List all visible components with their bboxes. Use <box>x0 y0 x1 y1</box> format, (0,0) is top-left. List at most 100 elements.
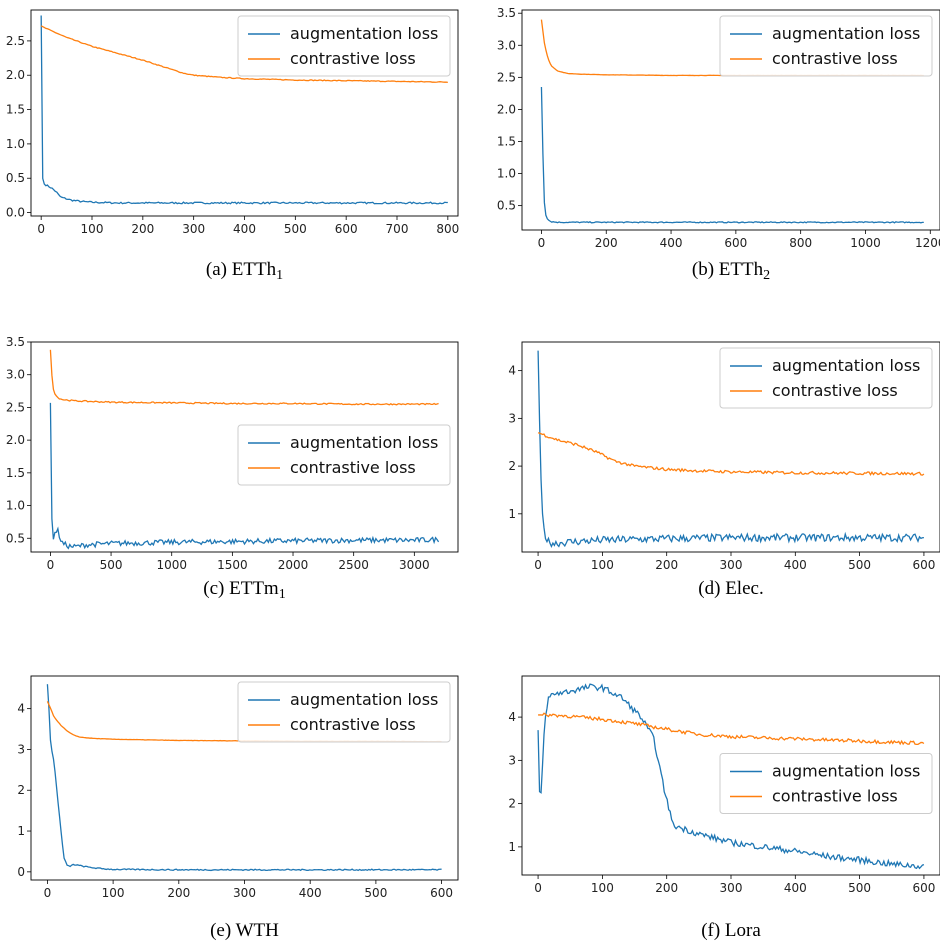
x-tick-label: 800 <box>789 236 812 250</box>
legend-label-contrastive: contrastive loss <box>290 49 416 68</box>
x-tick-label: 200 <box>655 558 678 572</box>
legend-label-augmentation: augmentation loss <box>772 762 920 781</box>
y-tick-label: 1.0 <box>497 167 516 181</box>
x-tick-label: 200 <box>595 236 618 250</box>
x-tick-label: 600 <box>912 558 935 572</box>
legend: augmentation loss contrastive loss <box>237 15 451 77</box>
x-tick-label: 100 <box>591 881 614 895</box>
x-tick-label: 100 <box>591 558 614 572</box>
y-tick-label: 3 <box>508 411 516 425</box>
legend-box <box>237 15 451 77</box>
legend-label-augmentation: augmentation loss <box>772 356 920 375</box>
chart-caption: (e) WTH <box>210 920 279 941</box>
chart-caption: (a) ETTh1 <box>206 259 283 283</box>
legend: augmentation loss contrastive loss <box>719 15 933 77</box>
y-tick-label: 1.5 <box>6 103 25 117</box>
y-tick-label: 3 <box>17 742 25 756</box>
x-tick-label: 100 <box>102 886 125 900</box>
y-tick-label: 1.5 <box>497 134 516 148</box>
x-tick-label: 600 <box>724 236 747 250</box>
legend-label-augmentation: augmentation loss <box>290 690 438 709</box>
chart-caption: (d) Elec. <box>698 578 763 599</box>
x-tick-label: 600 <box>430 886 453 900</box>
x-tick-label: 500 <box>284 222 307 236</box>
x-tick-label: 500 <box>364 886 387 900</box>
x-tick-label: 1000 <box>850 236 881 250</box>
y-tick-label: 2.0 <box>497 102 516 116</box>
y-tick-label: 0.5 <box>6 531 25 545</box>
x-tick-label: 1000 <box>156 558 187 572</box>
contrastive-loss-line <box>538 712 925 746</box>
x-tick-label: 500 <box>848 881 871 895</box>
x-tick-label: 3000 <box>399 558 430 572</box>
legend-label-augmentation: augmentation loss <box>290 24 438 43</box>
y-tick-label: 2.0 <box>6 68 25 82</box>
legend-label-contrastive: contrastive loss <box>772 787 898 806</box>
x-tick-label: 200 <box>655 881 678 895</box>
x-tick-label: 200 <box>167 886 190 900</box>
contrastive-loss-line <box>49 349 439 406</box>
x-tick-label: 400 <box>660 236 683 250</box>
y-tick-label: 4 <box>17 702 25 716</box>
augmentation-loss-line <box>537 683 925 870</box>
chart-caption: (f) Lora <box>701 920 761 941</box>
x-tick-label: 300 <box>720 881 743 895</box>
legend: augmentation loss contrastive loss <box>719 753 933 814</box>
augmentation-loss-line <box>46 684 442 872</box>
legend-box <box>237 681 451 743</box>
contrastive-loss-line <box>40 25 448 84</box>
x-tick-label: 400 <box>233 222 256 236</box>
augmentation-loss-line <box>537 350 924 548</box>
y-tick-label: 4 <box>508 710 516 724</box>
x-tick-label: 300 <box>720 558 743 572</box>
legend-box <box>719 753 933 814</box>
legend-label-contrastive: contrastive loss <box>290 715 416 734</box>
chart-lora: 0 100 200 300 400 500 600 1 2 3 4 augmentation loss… <box>508 675 940 941</box>
y-tick-label: 2 <box>508 459 516 473</box>
chart-elec: 0 100 200 300 400 500 600 1 2 3 4 augmentation loss… <box>508 341 940 599</box>
x-tick-label: 800 <box>436 222 459 236</box>
y-tick-label: 1.0 <box>6 499 25 513</box>
x-tick-label: 0 <box>534 558 542 572</box>
x-tick-label: 0 <box>47 558 55 572</box>
chart-wth: 0 100 200 300 400 500 600 0 1 2 3 4 augmentation los… <box>17 675 459 941</box>
x-tick-label: 100 <box>81 222 104 236</box>
y-tick-label: 1.5 <box>6 466 25 480</box>
x-tick-label: 0 <box>37 222 45 236</box>
x-tick-label: 400 <box>784 558 807 572</box>
y-tick-label: 0.5 <box>6 171 25 185</box>
y-tick-label: 1 <box>508 507 516 521</box>
x-tick-label: 600 <box>912 881 935 895</box>
y-tick-label: 3.5 <box>497 6 516 20</box>
y-tick-label: 1 <box>17 824 25 838</box>
y-tick-label: 0.5 <box>497 199 516 213</box>
legend-label-augmentation: augmentation loss <box>290 433 438 452</box>
y-tick-label: 2.5 <box>6 400 25 414</box>
y-tick-label: 2.5 <box>497 70 516 84</box>
x-tick-label: 300 <box>182 222 205 236</box>
augmentation-loss-line <box>40 15 448 205</box>
y-tick-label: 0 <box>17 865 25 879</box>
y-tick-label: 2.5 <box>6 34 25 48</box>
x-tick-label: 400 <box>299 886 322 900</box>
x-tick-label: 200 <box>131 222 154 236</box>
legend-label-contrastive: contrastive loss <box>772 49 898 68</box>
x-tick-label: 1500 <box>217 558 248 572</box>
x-tick-label: 0 <box>44 886 52 900</box>
y-tick-label: 2 <box>17 783 25 797</box>
y-tick-label: 3.0 <box>497 38 516 52</box>
x-tick-label: 700 <box>386 222 409 236</box>
legend-box <box>719 15 933 77</box>
plot-frame <box>30 341 459 553</box>
contrastive-loss-line <box>537 432 925 476</box>
y-tick-label: 3.0 <box>6 368 25 382</box>
legend-box <box>237 424 451 486</box>
y-tick-label: 3 <box>508 753 516 767</box>
x-tick-label: 400 <box>784 881 807 895</box>
legend-label-contrastive: contrastive loss <box>772 381 898 400</box>
augmentation-loss-line <box>540 86 924 224</box>
x-tick-label: 0 <box>534 881 542 895</box>
